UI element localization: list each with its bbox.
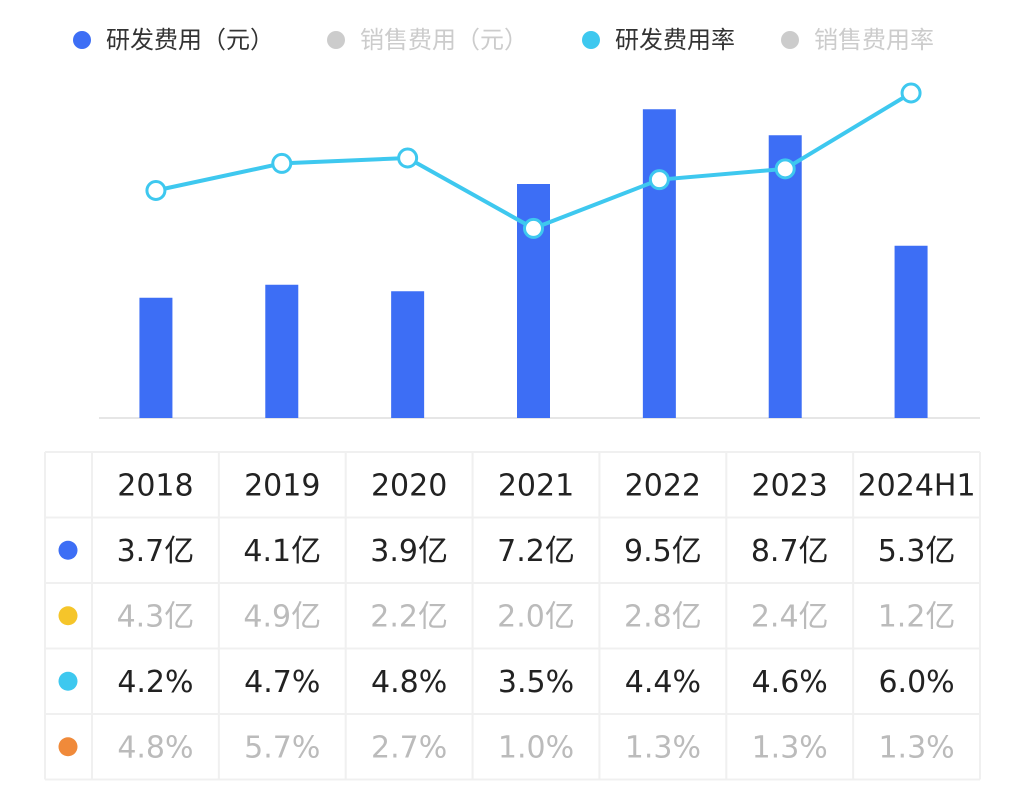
table-cell: 2.0亿 xyxy=(497,599,575,634)
bar xyxy=(768,135,802,418)
legend-label[interactable]: 销售费用率 xyxy=(814,26,934,54)
table-cell: 1.2亿 xyxy=(878,599,956,634)
table-header: 2023 xyxy=(752,468,828,503)
table-cell: 1.3% xyxy=(878,730,954,765)
table-cell: 4.8% xyxy=(371,665,447,700)
line-point xyxy=(900,82,922,104)
table-cell: 2.7% xyxy=(371,730,447,765)
table-cell: 5.3亿 xyxy=(878,534,956,569)
line-point xyxy=(271,152,293,174)
line-point xyxy=(648,169,670,191)
table-header: 2019 xyxy=(244,468,320,503)
table-cell: 4.6% xyxy=(752,665,828,700)
bar xyxy=(139,297,173,418)
table-cell: 1.3% xyxy=(625,730,701,765)
row-dot xyxy=(58,737,78,757)
line-point xyxy=(774,158,796,180)
legend-label[interactable]: 销售费用（元） xyxy=(360,26,528,54)
bar xyxy=(894,245,928,418)
table-cell: 4.3亿 xyxy=(117,599,195,634)
table-cell: 2.2亿 xyxy=(370,599,448,634)
table-header: 2020 xyxy=(371,468,447,503)
table-header: 2022 xyxy=(625,468,701,503)
table-cell: 6.0% xyxy=(878,665,954,700)
legend-dot[interactable] xyxy=(781,31,799,49)
table-cell: 7.2亿 xyxy=(497,534,575,569)
line-point xyxy=(397,147,419,169)
table-cell: 1.3% xyxy=(752,730,828,765)
legend-dot[interactable] xyxy=(73,31,91,49)
table-cell: 4.2% xyxy=(117,665,193,700)
table-cell: 3.7亿 xyxy=(117,534,195,569)
bar xyxy=(391,291,425,418)
table-cell: 5.7% xyxy=(244,730,320,765)
row-dot xyxy=(58,671,78,691)
table-header: 2018 xyxy=(117,468,193,503)
row-dot xyxy=(58,606,78,626)
table-cell: 2.4亿 xyxy=(751,599,829,634)
table-cell: 4.4% xyxy=(625,665,701,700)
table-header: 2024H1 xyxy=(858,468,976,503)
table-cell: 9.5亿 xyxy=(624,534,702,569)
table-cell: 4.9亿 xyxy=(243,599,321,634)
table-cell: 4.8% xyxy=(117,730,193,765)
legend-dot[interactable] xyxy=(582,31,600,49)
line-point xyxy=(145,180,167,201)
line-point xyxy=(523,217,544,239)
legend-label[interactable]: 研发费用率 xyxy=(615,26,735,54)
table-cell: 1.0% xyxy=(498,730,574,765)
table-cell: 8.7亿 xyxy=(751,534,829,569)
table-header: 2021 xyxy=(498,468,574,503)
legend-label[interactable]: 研发费用（元） xyxy=(106,26,274,54)
bar xyxy=(265,284,299,418)
table-cell: 3.5% xyxy=(498,665,574,700)
table-cell: 4.7% xyxy=(244,665,320,700)
row-dot xyxy=(58,540,78,560)
legend-dot[interactable] xyxy=(327,31,345,49)
table-cell: 4.1亿 xyxy=(243,534,321,569)
bar xyxy=(642,109,676,418)
table-cell: 2.8亿 xyxy=(624,599,702,634)
table-cell: 3.9亿 xyxy=(370,534,448,569)
